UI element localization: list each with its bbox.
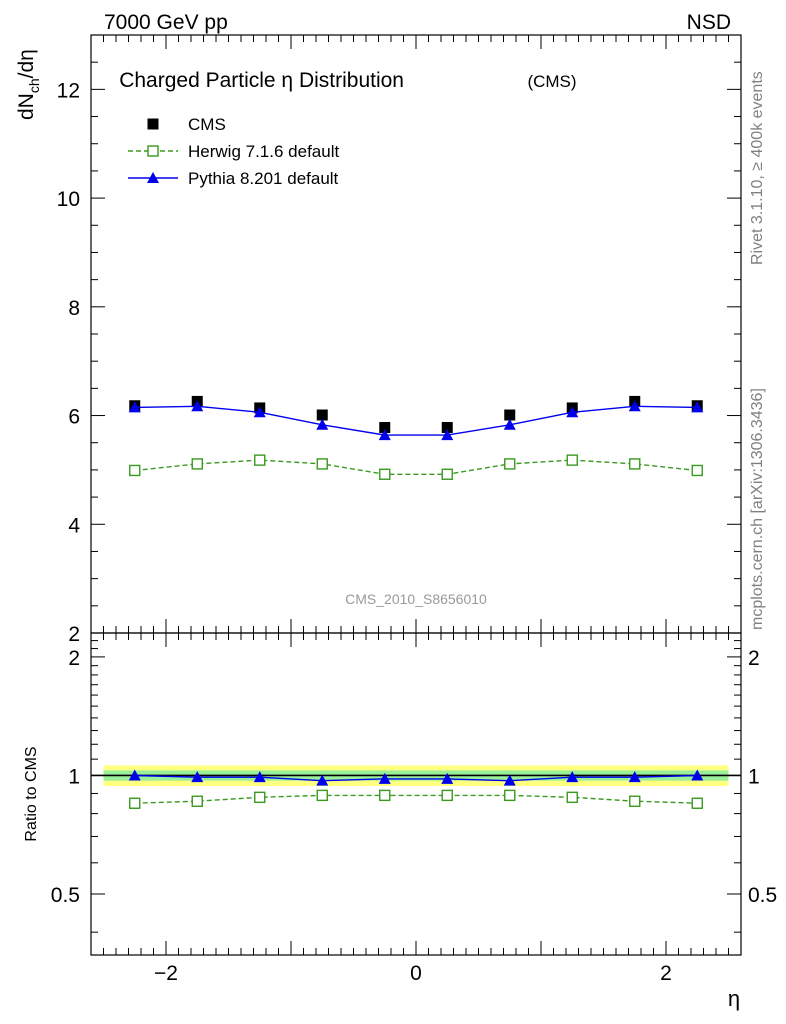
ratio-point [629,795,641,807]
ratio-point [379,789,391,802]
main-point [691,464,703,477]
mcplots-label: mcplots.cern.ch [arXiv:1306.3436] [749,388,766,630]
rivet-label: Rivet 3.1.10, ≥ 400k events [749,71,766,265]
ratio-y-tick-label: 1 [68,765,80,788]
ratio-point [254,791,266,804]
main-point [379,468,391,480]
ratio-frame [90,632,742,956]
main-point [566,454,578,466]
ratio-bands [91,765,741,787]
y-tick-label: 2 [68,623,80,646]
main-point [254,454,266,466]
ratio-series [128,769,704,809]
y-axis-label-ratio: Ratio to CMS [23,746,40,841]
ratio-series-1 [128,769,704,786]
main-point [628,400,641,412]
ratio-point [378,772,391,784]
main-point [191,458,203,470]
ratio-y-tick-label-right: 1 [748,765,760,788]
main-point [191,400,204,412]
ratio-series-line [134,774,698,782]
legend-label: CMS [188,115,226,134]
ratio-y-tick-label: 2 [68,647,80,670]
main-point [441,429,454,441]
ratio-point [504,789,516,802]
ratio-panel: 0.5 0.5 1 1 2 2 −2 0 2 Ratio to CMS η [23,632,777,1011]
y-tick-label: 12 [57,79,80,102]
ratio-point [191,771,204,783]
main-point [379,422,391,434]
main-series-1 [129,454,703,480]
ratio-point [191,795,203,807]
ratio-y-tick-label-right: 0.5 [748,884,777,907]
ratio-point [441,789,453,802]
ratio-point [691,769,704,781]
ratio-y-tick-label-right: 2 [748,647,760,670]
legend-item: Pythia 8.201 default [128,169,339,188]
ratio-y-tick-label: 0.5 [51,884,80,907]
ratio-axis-ticks: 0.5 0.5 1 1 2 2 −2 0 2 [51,633,777,985]
y-tick-label: 6 [68,406,80,429]
main-point [253,406,266,418]
main-point [504,458,516,470]
main-point [503,418,516,430]
main-point [566,406,579,418]
ratio-point [441,772,454,784]
ratio-series-0 [129,789,703,809]
ratio-point [316,774,329,786]
watermark: CMS_2010_S8656010 [345,591,487,607]
svg-text:dNch/dη: dNch/dη [15,49,42,120]
header-left: 7000 GeV pp [104,11,228,34]
ratio-point [628,771,641,783]
legend-marker [147,118,159,130]
main-point [441,422,453,434]
main-series-2 [128,400,704,441]
header-right: NSD [687,11,731,34]
y-axis-label-main: dNch/dη [15,49,42,120]
x-tick-label: −2 [154,962,178,985]
main-point [629,458,641,470]
legend-label: Herwig 7.1.6 default [188,142,339,161]
ratio-point [691,797,703,809]
main-panel: 2 4 6 8 10 12 Charged Particle η Distribution… [15,34,742,646]
y-tick-label: 10 [57,188,80,211]
ratio-point [566,791,578,804]
ratio-series-line [134,794,698,804]
main-point [441,468,453,480]
x-axis-label: η [728,986,740,1011]
ratio-point [129,797,141,809]
ratio-point [503,774,516,786]
main-series-line [134,459,698,475]
legend-marker [147,172,159,183]
main-series-0 [129,395,703,434]
main-title-suffix: (CMS) [527,72,576,91]
main-point [316,418,329,430]
legend: CMS Herwig 7.1.6 default Pythia 8.201 defa… [128,115,339,188]
main-point [316,409,328,421]
main-series-line [134,405,698,436]
ratio-point [566,771,579,783]
legend-marker [147,145,159,157]
ratio-point [128,769,141,781]
x-tick-label: 2 [660,962,672,985]
main-point [316,458,328,470]
main-point [129,464,141,477]
main-title: Charged Particle η Distribution [119,69,404,92]
legend-label: Pythia 8.201 default [188,169,339,188]
y-tick-label: 8 [68,297,80,320]
main-point [504,409,516,421]
legend-item: Herwig 7.1.6 default [128,142,339,161]
legend-item: CMS [147,115,226,134]
main-series [128,395,704,480]
main-point [378,429,391,441]
ratio-point [316,789,328,802]
ratio-point [253,771,266,783]
main-point [128,401,141,413]
y-tick-label: 4 [68,514,80,537]
x-tick-label: 0 [410,962,422,985]
main-axis-ticks: 2 4 6 8 10 12 [57,34,741,646]
main-point [691,401,704,413]
